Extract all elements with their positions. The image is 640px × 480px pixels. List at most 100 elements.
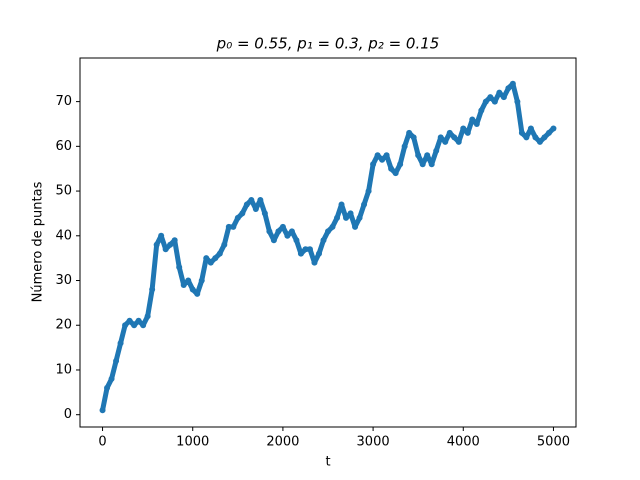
point [460,125,467,132]
point [207,259,214,266]
point [275,228,282,235]
point [185,277,192,284]
point [167,241,174,248]
point [279,223,286,230]
point [365,188,372,195]
point [527,125,534,132]
point [361,201,368,208]
point [496,89,503,96]
point [451,134,458,141]
point [171,237,178,244]
y-axis-label: Número de puntas [31,181,46,302]
point [149,286,156,293]
point [433,147,440,154]
point [243,201,250,208]
y-tick-label: 0 [64,407,72,422]
point [352,223,359,230]
point [140,322,147,329]
point [334,214,341,221]
point [545,129,552,136]
point [257,197,264,204]
point [126,317,133,324]
plot-frame [79,57,577,428]
point [469,116,476,123]
x-tick-label: 3000 [357,435,390,450]
point [329,223,336,230]
point [437,134,444,141]
point [117,340,124,347]
point [212,255,219,262]
point [338,201,345,208]
point [230,223,237,230]
point [270,237,277,244]
point [261,210,268,217]
x-tick-label: 5000 [537,435,570,450]
point [347,210,354,217]
point [266,228,273,235]
point [514,98,521,105]
point [216,250,223,257]
point [144,313,151,320]
y-tick-label: 50 [55,184,72,199]
point [473,120,480,127]
point [135,317,142,324]
point [415,152,422,159]
y-tick-label: 60 [55,139,72,154]
x-tick-label: 2000 [266,435,299,450]
x-tick-label: 0 [98,435,106,450]
point [99,407,106,414]
point [176,264,183,271]
point [221,241,228,248]
point [550,125,557,132]
point [401,143,408,150]
point [491,98,498,105]
chart-title: p₀ = 0.55, p₁ = 0.3, p₂ = 0.15 [216,35,440,53]
point [541,134,548,141]
point [410,134,417,141]
point [379,156,386,163]
point [406,129,413,136]
y-tick-label: 40 [55,228,72,243]
point [343,214,350,221]
point [162,246,169,253]
y-tick-label: 20 [55,318,72,333]
y-tick-label: 10 [55,362,72,377]
x-axis-label: t [325,455,330,470]
point [392,170,399,177]
point [419,161,426,168]
point [248,197,255,204]
point [293,237,300,244]
y-tick-label: 70 [55,94,72,109]
point [234,214,241,221]
point [194,290,201,297]
point [487,94,494,101]
point [424,152,431,159]
point [189,286,196,293]
point [153,241,160,248]
point [374,152,381,159]
point [315,250,322,257]
point [198,277,205,284]
point [532,134,539,141]
y-tick-label: 30 [55,273,72,288]
point [239,210,246,217]
point [297,250,304,257]
point [442,138,449,145]
point [388,165,395,172]
point [370,161,377,168]
point [225,223,232,230]
point [428,161,435,168]
x-tick-label: 1000 [176,435,209,450]
point [113,358,120,365]
point [518,129,525,136]
point [320,237,327,244]
point [325,228,331,235]
point [252,205,259,212]
point [383,152,390,159]
point [203,255,210,262]
point [509,80,516,87]
point [482,98,489,105]
point [397,161,404,168]
point [536,138,543,145]
